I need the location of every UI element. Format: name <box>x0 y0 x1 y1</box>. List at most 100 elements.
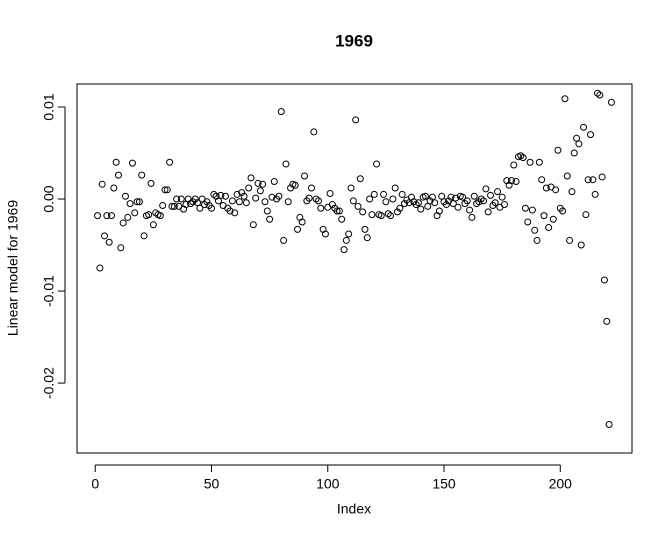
point <box>442 201 450 209</box>
point <box>580 123 588 131</box>
point <box>373 160 381 168</box>
point <box>589 176 597 184</box>
point <box>231 209 239 217</box>
point <box>482 185 490 193</box>
point <box>510 161 518 169</box>
point <box>545 224 553 232</box>
point <box>156 212 164 220</box>
point <box>454 203 462 211</box>
point <box>603 317 611 325</box>
point <box>345 230 353 238</box>
point <box>245 184 253 192</box>
x-tick-label: 100 <box>316 476 340 492</box>
point <box>328 201 336 209</box>
point <box>512 178 520 186</box>
point <box>368 211 376 219</box>
point <box>500 201 508 209</box>
point <box>133 198 141 206</box>
point <box>521 204 529 212</box>
point <box>277 108 285 116</box>
point <box>582 211 590 219</box>
point <box>470 192 478 200</box>
point <box>207 204 215 212</box>
y-axis-label: Linear model for 1969 <box>5 200 21 336</box>
point <box>173 195 181 203</box>
point <box>298 218 306 226</box>
point <box>359 208 367 216</box>
point <box>94 212 102 220</box>
point <box>591 190 599 198</box>
point <box>463 197 471 205</box>
point <box>161 186 169 194</box>
point <box>361 225 369 233</box>
point <box>394 208 402 216</box>
point <box>131 209 139 217</box>
point <box>242 199 250 207</box>
point <box>284 198 292 206</box>
point <box>317 204 325 212</box>
point <box>370 190 378 198</box>
point <box>570 149 578 157</box>
point <box>538 176 546 184</box>
point <box>347 184 355 192</box>
point <box>140 232 148 240</box>
point <box>314 197 322 205</box>
point <box>321 230 329 238</box>
plot-box <box>76 83 633 454</box>
point <box>301 172 309 180</box>
point <box>356 175 364 183</box>
point <box>266 215 274 223</box>
point <box>342 236 350 244</box>
point <box>563 172 571 180</box>
point <box>282 160 290 168</box>
point <box>149 221 157 229</box>
point <box>363 234 371 242</box>
point <box>391 184 399 192</box>
point <box>240 192 248 200</box>
point <box>528 206 536 214</box>
point <box>507 177 515 185</box>
y-tick-label: -0.01 <box>41 275 57 307</box>
point <box>535 158 543 166</box>
point <box>400 200 408 208</box>
point <box>228 197 236 205</box>
point <box>254 179 262 187</box>
point <box>177 195 185 203</box>
point <box>382 198 390 206</box>
point <box>466 206 474 214</box>
point <box>238 189 246 197</box>
point <box>431 199 439 207</box>
point <box>147 179 155 187</box>
point <box>119 219 127 227</box>
point <box>128 159 136 167</box>
point <box>366 195 374 203</box>
point <box>275 192 283 200</box>
x-tick-label: 0 <box>91 476 99 492</box>
point <box>340 246 348 254</box>
point <box>414 199 422 207</box>
point <box>349 197 357 205</box>
point <box>196 204 204 212</box>
point <box>121 192 129 200</box>
point <box>235 198 243 206</box>
point <box>163 186 171 194</box>
point <box>124 213 132 221</box>
point <box>166 158 174 166</box>
point <box>396 204 404 212</box>
point <box>549 215 557 223</box>
point <box>335 207 343 215</box>
point <box>526 158 534 166</box>
point <box>426 197 434 205</box>
point <box>584 176 592 184</box>
x-tick-label: 150 <box>432 476 456 492</box>
x-axis-label: Index <box>337 501 371 517</box>
point <box>170 202 178 210</box>
point <box>389 195 397 203</box>
point <box>294 225 302 233</box>
point <box>103 212 111 220</box>
point <box>270 178 278 186</box>
point <box>484 208 492 216</box>
point <box>191 195 199 203</box>
point <box>600 276 608 284</box>
